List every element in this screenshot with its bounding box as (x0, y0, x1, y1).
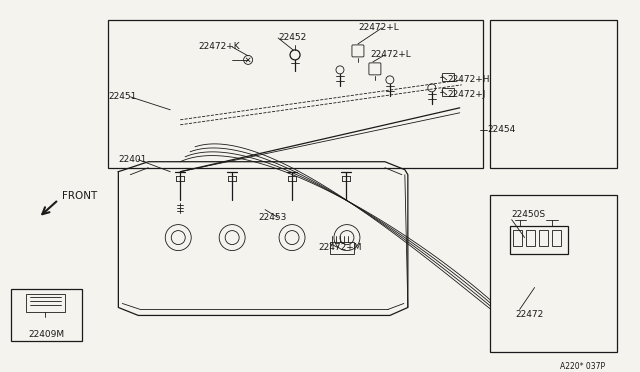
Text: 22401: 22401 (118, 155, 147, 164)
Text: 22472: 22472 (516, 310, 544, 319)
Bar (552, 230, 561, 246)
Bar (330, 241, 354, 254)
Bar (442, 88, 454, 96)
Text: FRONT: FRONT (63, 191, 98, 201)
Text: 22472+J: 22472+J (448, 90, 486, 99)
Bar (525, 230, 534, 246)
Text: 22454: 22454 (488, 125, 516, 134)
Text: 22450S: 22450S (511, 210, 546, 219)
Bar (26, 295, 65, 312)
Bar (108, 20, 483, 168)
Bar (490, 20, 618, 168)
Text: 22472+L: 22472+L (358, 23, 399, 32)
Bar (10, 289, 83, 341)
Text: 22472+H: 22472+H (448, 76, 490, 84)
Text: A220* 037P: A220* 037P (559, 362, 605, 371)
Text: 22453: 22453 (258, 213, 287, 222)
Text: 22472+M: 22472+M (318, 243, 362, 252)
Text: 22472+L: 22472+L (370, 50, 411, 60)
Text: 22451: 22451 (108, 92, 137, 101)
Bar (490, 195, 618, 352)
Bar (539, 230, 548, 246)
Bar (513, 230, 522, 246)
Bar (442, 73, 454, 81)
Text: 22409M: 22409M (29, 330, 65, 339)
Text: 22472+K: 22472+K (198, 42, 240, 51)
Bar (509, 225, 568, 254)
Text: 22452: 22452 (278, 33, 307, 42)
